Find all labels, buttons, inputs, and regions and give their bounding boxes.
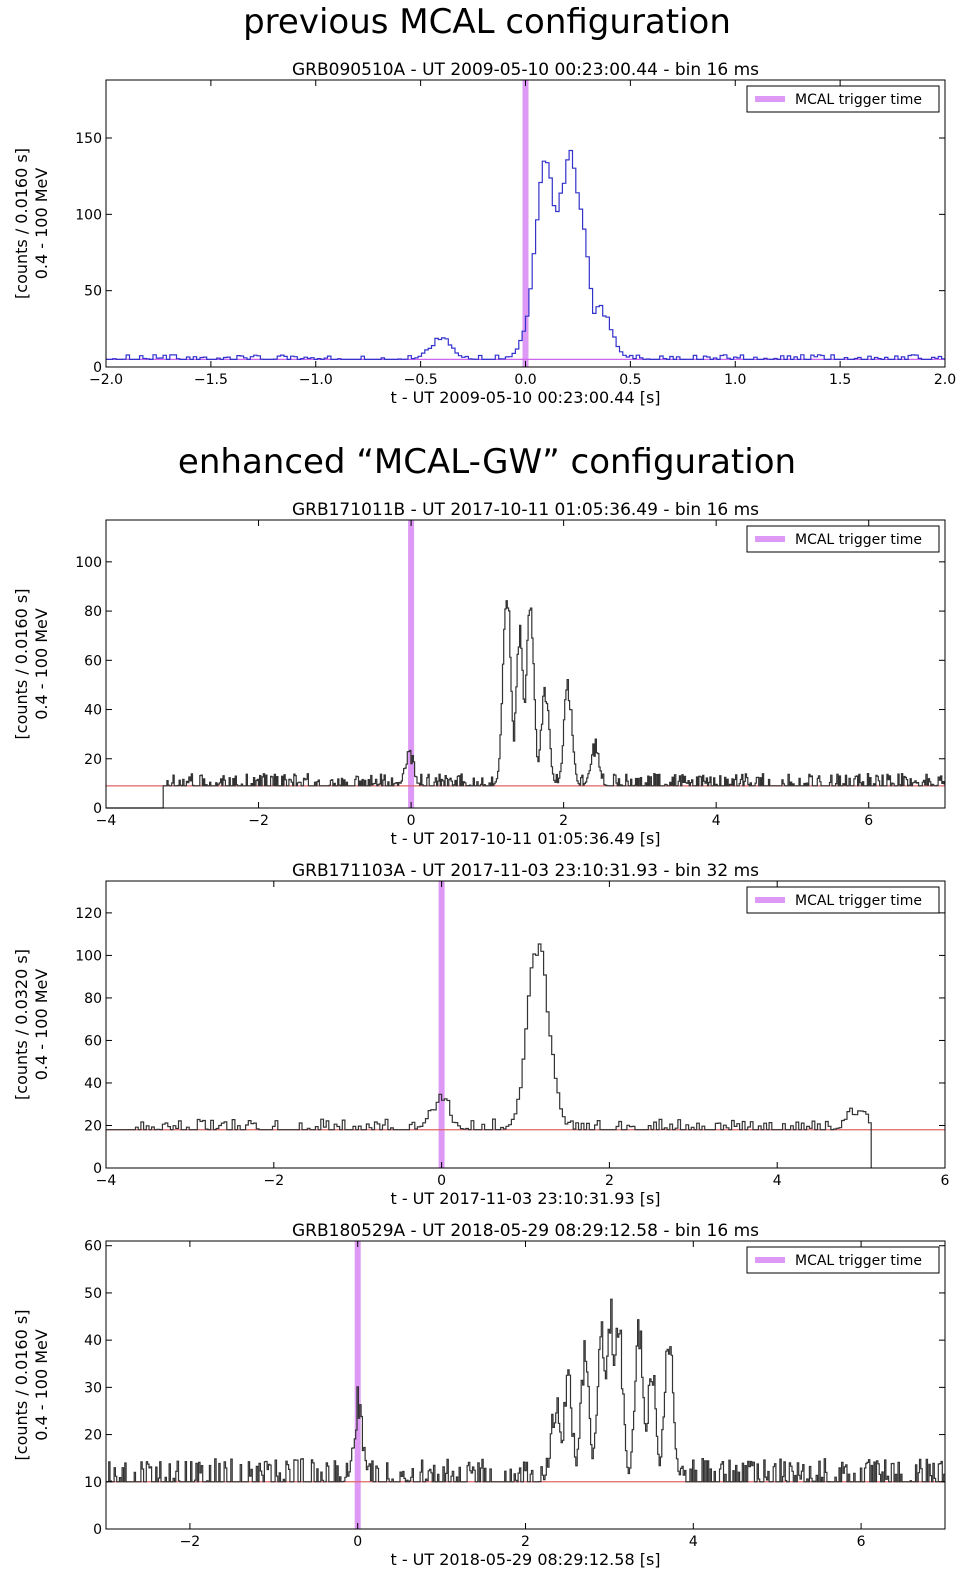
y-tick-label: 40: [84, 1076, 102, 1092]
x-tick-label: 4: [689, 1534, 698, 1550]
x-tick-label: −1.5: [194, 372, 228, 388]
x-axis-label: t - UT 2017-11-03 23:10:31.93 [s]: [390, 1189, 660, 1208]
x-tick-label: 0: [407, 813, 416, 829]
legend: MCAL trigger time: [746, 886, 940, 914]
x-tick-label: 0: [437, 1173, 446, 1189]
chart-grb180529a: GRB180529A - UT 2018-05-29 08:29:12.58 -…: [12, 1221, 946, 1569]
x-tick-label: 4: [773, 1173, 782, 1189]
trigger-time-marker: [354, 1241, 361, 1529]
chart-title: GRB180529A - UT 2018-05-29 08:29:12.58 -…: [292, 1221, 759, 1241]
trigger-time-marker: [408, 520, 415, 808]
legend-label: MCAL trigger time: [795, 532, 922, 548]
light-curve-series: [106, 600, 945, 809]
y-tick-label: 0: [93, 1522, 102, 1538]
y-tick-label: 30: [84, 1380, 102, 1396]
x-axis-label: t - UT 2017-10-11 01:05:36.49 [s]: [390, 829, 660, 848]
legend: MCAL trigger time: [746, 85, 940, 113]
y-tick-label: 80: [84, 991, 102, 1007]
plot-frame: [105, 880, 946, 1169]
x-tick-label: 2: [521, 1534, 530, 1550]
y-tick-label: 60: [84, 653, 102, 669]
plot-frame: [105, 519, 946, 809]
x-tick-label: 4: [712, 813, 721, 829]
chart-title: GRB171011B - UT 2017-10-11 01:05:36.49 -…: [292, 500, 759, 520]
x-tick-label: 6: [864, 813, 873, 829]
x-tick-label: −2: [248, 813, 269, 829]
chart-title: GRB090510A - UT 2009-05-10 00:23:00.44 -…: [292, 60, 759, 80]
y-tick-label: 20: [84, 1118, 102, 1134]
y-axis-energy-label: 0.4 - 100 MeV: [32, 168, 51, 280]
y-axis-energy-label: 0.4 - 100 MeV: [32, 608, 51, 720]
y-axis-label: [counts / 0.0320 s]: [12, 949, 31, 1100]
legend: MCAL trigger time: [746, 525, 940, 553]
x-tick-label: 0: [353, 1534, 362, 1550]
y-tick-label: 100: [75, 555, 102, 571]
x-tick-label: 2.0: [934, 372, 956, 388]
x-tick-label: −4: [96, 813, 117, 829]
legend-label: MCAL trigger time: [795, 893, 922, 909]
y-axis-label: [counts / 0.0160 s]: [12, 148, 31, 299]
x-tick-label: 6: [941, 1173, 950, 1189]
y-tick-label: 50: [84, 284, 102, 300]
y-tick-label: 100: [75, 948, 102, 964]
x-tick-label: −4: [96, 1173, 117, 1189]
x-axis-label: t - UT 2018-05-29 08:29:12.58 [s]: [390, 1550, 660, 1569]
y-tick-label: 40: [84, 703, 102, 719]
chart-grb171103a: GRB171103A - UT 2017-11-03 23:10:31.93 -…: [12, 861, 950, 1208]
x-tick-label: −1.0: [299, 372, 333, 388]
y-tick-label: 60: [84, 1033, 102, 1049]
y-tick-label: 120: [75, 906, 102, 922]
x-tick-label: −2: [263, 1173, 284, 1189]
y-axis-energy-label: 0.4 - 100 MeV: [32, 969, 51, 1081]
y-tick-label: 100: [75, 207, 102, 223]
section-title-previous: previous MCAL configuration: [243, 2, 731, 42]
chart-grb171011b: GRB171011B - UT 2017-10-11 01:05:36.49 -…: [12, 500, 946, 848]
y-tick-label: 20: [84, 752, 102, 768]
y-axis-label: [counts / 0.0160 s]: [12, 1310, 31, 1461]
y-tick-label: 50: [84, 1286, 102, 1302]
x-tick-label: −2.0: [89, 372, 123, 388]
y-tick-label: 40: [84, 1333, 102, 1349]
x-axis-label: t - UT 2009-05-10 00:23:00.44 [s]: [390, 388, 660, 407]
section-title-enhanced: enhanced “MCAL-GW” configuration: [177, 442, 797, 482]
trigger-time-marker: [438, 881, 445, 1168]
x-tick-label: −0.5: [404, 372, 438, 388]
y-tick-label: 0: [93, 801, 102, 817]
x-tick-label: 2: [559, 813, 568, 829]
x-tick-label: −2: [180, 1534, 201, 1550]
x-tick-label: 0.0: [514, 372, 536, 388]
y-tick-label: 0: [93, 1161, 102, 1177]
y-tick-label: 20: [84, 1428, 102, 1444]
x-tick-label: 1.5: [829, 372, 851, 388]
legend-label: MCAL trigger time: [795, 92, 922, 108]
legend: MCAL trigger time: [746, 1246, 940, 1274]
x-tick-label: 0.5: [619, 372, 641, 388]
y-tick-label: 80: [84, 604, 102, 620]
x-tick-label: 6: [857, 1534, 866, 1550]
x-tick-label: 1.0: [724, 372, 746, 388]
legend-label: MCAL trigger time: [795, 1253, 922, 1269]
y-axis-label: [counts / 0.0160 s]: [12, 589, 31, 740]
trigger-time-marker: [522, 80, 529, 367]
plot-frame: [105, 1240, 946, 1530]
light-curve-series: [106, 1298, 945, 1483]
chart-title: GRB171103A - UT 2017-11-03 23:10:31.93 -…: [292, 861, 759, 881]
chart-grb090510a: GRB090510A - UT 2009-05-10 00:23:00.44 -…: [12, 60, 956, 407]
y-tick-label: 0: [93, 360, 102, 376]
light-curve-series: [106, 943, 872, 1168]
y-tick-label: 10: [84, 1475, 102, 1491]
y-axis-energy-label: 0.4 - 100 MeV: [32, 1329, 51, 1441]
x-tick-label: 2: [605, 1173, 614, 1189]
y-tick-label: 150: [75, 131, 102, 147]
light-curve-series: [106, 149, 945, 360]
y-tick-label: 60: [84, 1239, 102, 1255]
